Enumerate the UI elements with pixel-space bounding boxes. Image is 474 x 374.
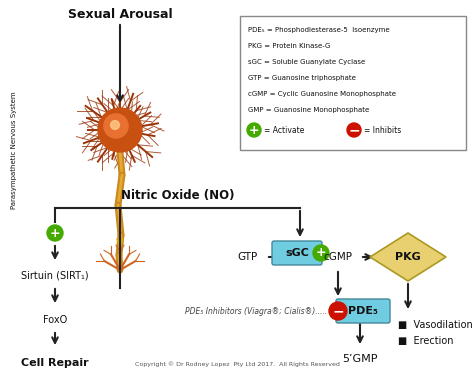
- Text: PDE₅: PDE₅: [348, 306, 378, 316]
- Circle shape: [329, 302, 347, 320]
- Text: PDE₅ = Phosphodiesterase-5  Isoenzyme: PDE₅ = Phosphodiesterase-5 Isoenzyme: [248, 27, 390, 33]
- Circle shape: [313, 245, 329, 261]
- Text: Sexual Arousal: Sexual Arousal: [68, 7, 173, 21]
- Text: = Inhibits: = Inhibits: [364, 126, 401, 135]
- Text: = Activate: = Activate: [264, 126, 304, 135]
- FancyBboxPatch shape: [272, 241, 322, 265]
- Text: GTP: GTP: [238, 252, 258, 262]
- Text: +: +: [249, 123, 259, 137]
- Text: Copyright © Dr Rodney Lopez  Pty Ltd 2017.  All Rights Reserved: Copyright © Dr Rodney Lopez Pty Ltd 2017…: [135, 361, 339, 367]
- Text: −: −: [332, 304, 344, 318]
- Text: sGC: sGC: [285, 248, 309, 258]
- Text: sGC = Soluble Guanylate Cyclase: sGC = Soluble Guanylate Cyclase: [248, 59, 365, 65]
- Circle shape: [247, 123, 261, 137]
- Circle shape: [110, 120, 119, 129]
- Text: +: +: [50, 227, 60, 239]
- Text: PDE₅ Inhibitors (Viagra®; Cialis®).....: PDE₅ Inhibitors (Viagra®; Cialis®).....: [185, 307, 327, 316]
- Text: ■  Erection: ■ Erection: [398, 336, 454, 346]
- Text: GMP = Guanosine Monophosphate: GMP = Guanosine Monophosphate: [248, 107, 369, 113]
- Text: 5’GMP: 5’GMP: [342, 354, 378, 364]
- Text: FoxO: FoxO: [43, 315, 67, 325]
- Text: GTP = Guanosine triphosphate: GTP = Guanosine triphosphate: [248, 75, 356, 81]
- Text: Parasympathetic Nervous System: Parasympathetic Nervous System: [11, 91, 17, 209]
- Text: Nitric Oxide (NO): Nitric Oxide (NO): [121, 189, 235, 202]
- Text: PKG: PKG: [395, 252, 421, 262]
- FancyBboxPatch shape: [240, 16, 466, 150]
- Text: PKG = Protein Kinase-G: PKG = Protein Kinase-G: [248, 43, 330, 49]
- Circle shape: [347, 123, 361, 137]
- FancyBboxPatch shape: [336, 299, 390, 323]
- Text: cGMP = Cyclic Guanosine Monophosphate: cGMP = Cyclic Guanosine Monophosphate: [248, 91, 396, 97]
- Polygon shape: [370, 233, 446, 281]
- Text: Cell Repair: Cell Repair: [21, 358, 89, 368]
- Text: +: +: [316, 246, 326, 260]
- Text: Sirtuin (SIRT₁): Sirtuin (SIRT₁): [21, 271, 89, 281]
- Text: ■  Vasodilation: ■ Vasodilation: [398, 320, 473, 330]
- Circle shape: [104, 114, 128, 138]
- Circle shape: [47, 225, 63, 241]
- Circle shape: [98, 108, 142, 152]
- Text: −: −: [348, 123, 360, 137]
- Text: cGMP: cGMP: [323, 252, 353, 262]
